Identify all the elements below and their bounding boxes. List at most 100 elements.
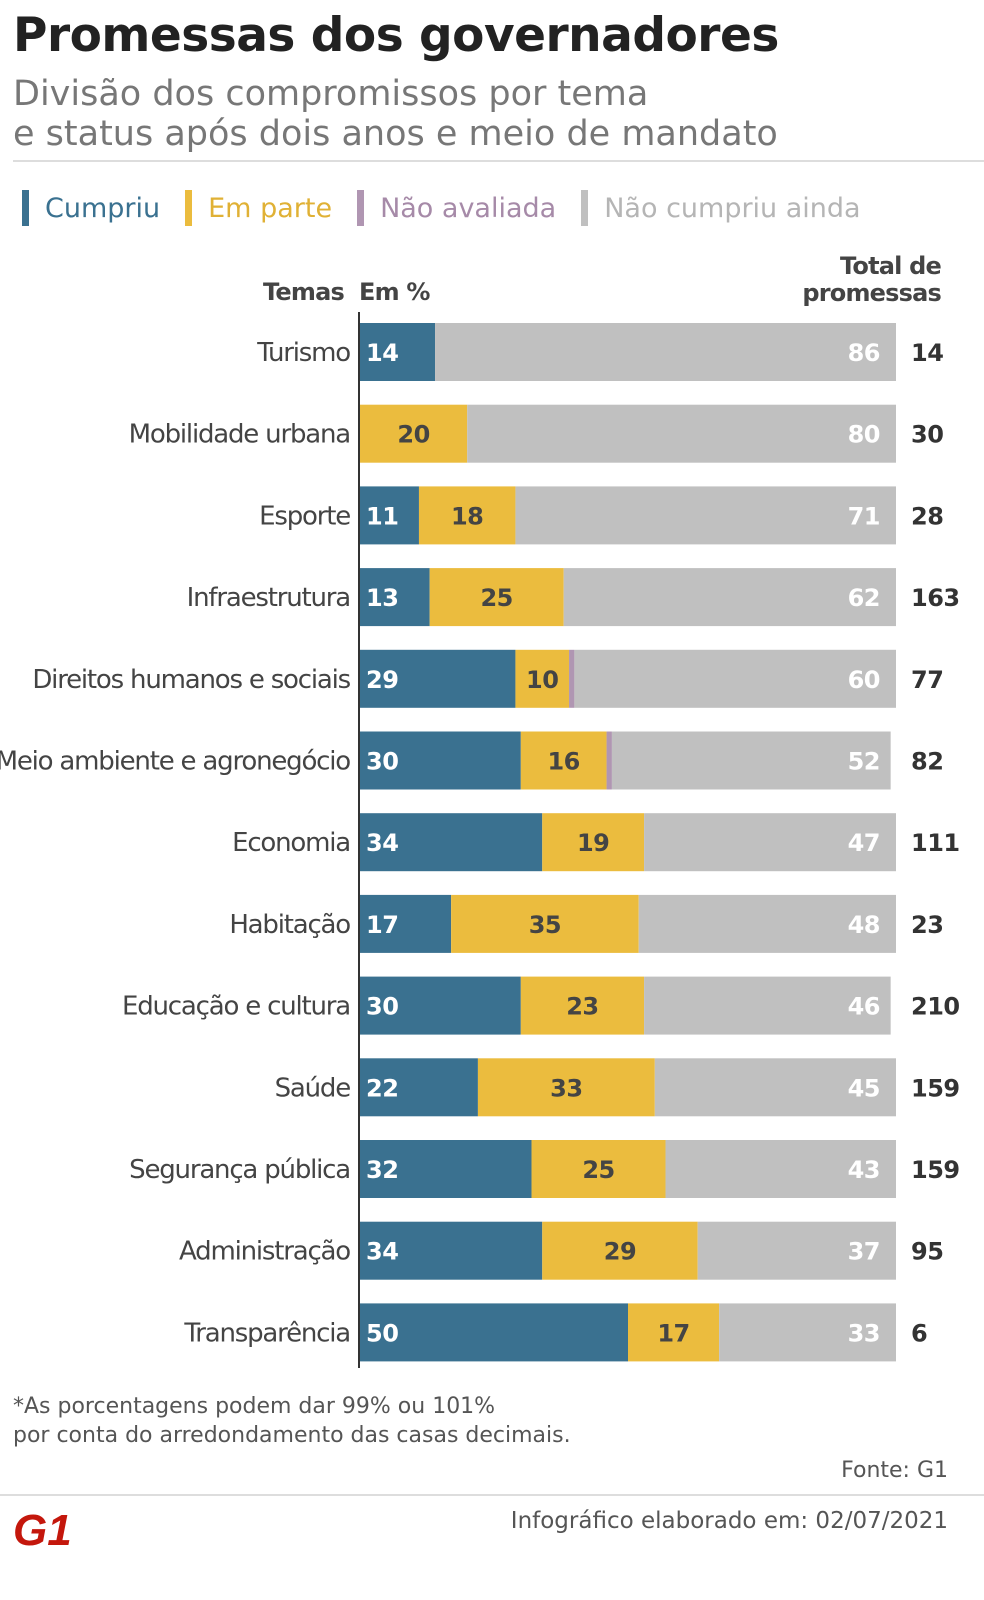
bar-cumpriu-seguranca-publica bbox=[360, 1140, 532, 1198]
chart-title: Promessas dos governadores bbox=[13, 8, 779, 63]
bottom-divider bbox=[0, 1494, 984, 1496]
total-label-administracao: 95 bbox=[911, 1238, 943, 1266]
legend-swatch-nao-avaliada bbox=[357, 190, 365, 226]
bar-nao-cumpriu-ainda-transparencia bbox=[719, 1303, 896, 1362]
total-label-educacao-e-cultura: 210 bbox=[911, 993, 960, 1021]
total-label-turismo: 14 bbox=[911, 339, 943, 367]
value-label-nao-cumpriu-ainda-infraestrutura: 62 bbox=[848, 584, 880, 612]
value-label-nao-cumpriu-ainda-saude: 45 bbox=[848, 1074, 880, 1102]
category-label-educacao-e-cultura: Educação e cultura bbox=[122, 992, 350, 1022]
legend-item-cumpriu: Cumpriu bbox=[22, 190, 160, 226]
footnote-line-1: *As porcentagens podem dar 99% ou 101% bbox=[13, 1394, 496, 1419]
bar-cumpriu-meio-ambiente-e-agronegocio bbox=[360, 731, 521, 790]
value-label-nao-cumpriu-ainda-direitos-humanos-e-sociais: 60 bbox=[848, 666, 880, 694]
bar-cumpriu-educacao-e-cultura bbox=[360, 976, 521, 1035]
legend-label-nao-cumpriu: Não cumpriu ainda bbox=[604, 192, 861, 224]
bar-em-parte-educacao-e-cultura bbox=[520, 976, 645, 1035]
total-label-economia: 111 bbox=[911, 829, 960, 857]
column-header-temas: Temas bbox=[263, 278, 345, 306]
total-label-meio-ambiente-e-agronegocio: 82 bbox=[911, 748, 943, 776]
value-label-cumpriu-transparencia: 50 bbox=[366, 1319, 398, 1347]
value-label-nao-cumpriu-ainda-meio-ambiente-e-agronegocio: 52 bbox=[848, 748, 880, 776]
value-label-em-parte-direitos-humanos-e-sociais: 10 bbox=[526, 666, 558, 694]
bar-cumpriu-habitacao bbox=[360, 894, 452, 953]
value-label-cumpriu-turismo: 14 bbox=[366, 339, 398, 367]
bar-nao-cumpriu-ainda-educacao-e-cultura bbox=[644, 976, 891, 1035]
legend-label-em-parte: Em parte bbox=[208, 192, 333, 224]
legend-swatch-nao-cumpriu bbox=[581, 190, 589, 226]
g1-logo-text: G1 bbox=[13, 1508, 72, 1552]
value-label-cumpriu-infraestrutura: 13 bbox=[366, 584, 398, 612]
bar-nao-cumpriu-ainda-habitacao bbox=[638, 894, 896, 953]
footnote-line-2: por conta do arredondamento das casas de… bbox=[13, 1423, 571, 1448]
value-label-nao-cumpriu-ainda-mobilidade-urbana: 80 bbox=[848, 421, 880, 449]
bar-cumpriu-saude bbox=[360, 1058, 478, 1117]
value-label-em-parte-seguranca-publica: 25 bbox=[582, 1156, 614, 1184]
g1-logo: G1 bbox=[13, 1508, 72, 1552]
footnote: *As porcentagens podem dar 99% ou 101% p… bbox=[13, 1392, 571, 1450]
value-label-em-parte-esporte: 18 bbox=[451, 502, 483, 530]
legend-swatch-cumpriu bbox=[22, 190, 29, 226]
bar-em-parte-mobilidade-urbana bbox=[360, 404, 468, 463]
bar-em-parte-saude bbox=[477, 1058, 655, 1117]
legend-item-em-parte: Em parte bbox=[185, 190, 332, 226]
bar-cumpriu-esporte bbox=[360, 486, 419, 545]
stacked-bar-chart: Turismo 14 86 14 Mobilidade urbana 20 80 30 Espo… bbox=[0, 312, 960, 1368]
bar-nao-avaliada-meio-ambiente-e-agronegocio bbox=[606, 731, 612, 790]
category-label-esporte: Esporte bbox=[259, 501, 350, 531]
value-label-em-parte-habitacao: 35 bbox=[529, 911, 561, 939]
category-label-economia: Economia bbox=[232, 828, 350, 858]
bar-nao-cumpriu-ainda-meio-ambiente-e-agronegocio bbox=[611, 731, 891, 790]
source-credit: Fonte: G1 bbox=[841, 1458, 948, 1483]
bar-em-parte-seguranca-publica bbox=[531, 1140, 666, 1198]
bar-em-parte-administracao bbox=[542, 1221, 698, 1280]
bar-nao-cumpriu-ainda-saude bbox=[654, 1058, 896, 1117]
value-label-em-parte-meio-ambiente-e-agronegocio: 16 bbox=[547, 748, 579, 776]
total-label-habitacao: 23 bbox=[911, 911, 943, 939]
value-label-nao-cumpriu-ainda-administracao: 37 bbox=[848, 1238, 880, 1266]
value-label-cumpriu-administracao: 34 bbox=[366, 1238, 398, 1266]
bar-em-parte-direitos-humanos-e-sociais bbox=[515, 649, 570, 708]
legend-label-cumpriu: Cumpriu bbox=[45, 192, 161, 224]
bar-nao-cumpriu-ainda-turismo bbox=[435, 323, 896, 381]
value-label-nao-cumpriu-ainda-economia: 47 bbox=[848, 829, 880, 857]
bar-cumpriu-infraestrutura bbox=[360, 568, 430, 627]
category-label-direitos-humanos-e-sociais: Direitos humanos e sociais bbox=[32, 665, 350, 695]
legend-label-nao-avaliada: Não avaliada bbox=[380, 192, 557, 224]
total-label-transparencia: 6 bbox=[911, 1319, 927, 1347]
legend-item-nao-avaliada: Não avaliada bbox=[357, 190, 556, 226]
bar-nao-cumpriu-ainda-direitos-humanos-e-sociais bbox=[574, 649, 896, 708]
value-label-cumpriu-habitacao: 17 bbox=[366, 911, 398, 939]
legend-swatch-em-parte bbox=[185, 190, 193, 226]
value-label-em-parte-educacao-e-cultura: 23 bbox=[566, 993, 598, 1021]
category-label-administracao: Administração bbox=[179, 1237, 350, 1267]
value-label-em-parte-transparencia: 17 bbox=[657, 1319, 689, 1347]
value-label-nao-cumpriu-ainda-esporte: 71 bbox=[848, 502, 880, 530]
category-label-transparencia: Transparência bbox=[183, 1318, 350, 1348]
category-label-meio-ambiente-e-agronegocio: Meio ambiente e agronegócio bbox=[0, 747, 350, 777]
bar-em-parte-esporte bbox=[418, 486, 516, 545]
value-label-cumpriu-direitos-humanos-e-sociais: 29 bbox=[366, 666, 398, 694]
bar-cumpriu-administracao bbox=[360, 1221, 543, 1280]
bar-em-parte-infraestrutura bbox=[429, 568, 564, 627]
bar-nao-cumpriu-ainda-administracao bbox=[697, 1221, 896, 1280]
value-label-cumpriu-saude: 22 bbox=[366, 1074, 398, 1102]
column-header-total-line-1: Total de bbox=[840, 252, 942, 280]
value-label-nao-cumpriu-ainda-seguranca-publica: 43 bbox=[848, 1156, 880, 1184]
bar-cumpriu-transparencia bbox=[360, 1303, 628, 1362]
value-label-em-parte-mobilidade-urbana: 20 bbox=[397, 421, 429, 449]
bar-cumpriu-direitos-humanos-e-sociais bbox=[360, 649, 516, 708]
value-label-em-parte-saude: 33 bbox=[550, 1074, 582, 1102]
bar-cumpriu-economia bbox=[360, 813, 543, 872]
legend: Cumpriu Em parte Não avaliada Não cumpri… bbox=[22, 188, 886, 228]
value-label-nao-cumpriu-ainda-educacao-e-cultura: 46 bbox=[848, 993, 880, 1021]
value-label-cumpriu-educacao-e-cultura: 30 bbox=[366, 993, 398, 1021]
bar-nao-cumpriu-ainda-seguranca-publica bbox=[665, 1140, 896, 1198]
total-label-saude: 159 bbox=[911, 1074, 960, 1102]
bar-em-parte-meio-ambiente-e-agronegocio bbox=[520, 731, 607, 790]
value-label-nao-cumpriu-ainda-transparencia: 33 bbox=[848, 1319, 880, 1347]
bar-nao-cumpriu-ainda-mobilidade-urbana bbox=[467, 404, 896, 463]
value-label-cumpriu-esporte: 11 bbox=[366, 502, 398, 530]
bar-nao-cumpriu-ainda-infraestrutura bbox=[563, 568, 896, 627]
bar-cumpriu-turismo bbox=[360, 323, 436, 381]
